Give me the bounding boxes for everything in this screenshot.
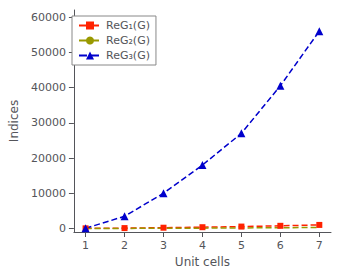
svg-text:Unit cells: Unit cells: [175, 255, 230, 269]
svg-text:3: 3: [160, 239, 167, 252]
svg-text:20000: 20000: [31, 152, 66, 165]
svg-text:ReG₃(G): ReG₃(G): [106, 49, 150, 62]
svg-text:2: 2: [121, 239, 128, 252]
svg-text:6: 6: [277, 239, 284, 252]
svg-text:Indices: Indices: [7, 100, 21, 142]
svg-text:5: 5: [238, 239, 245, 252]
svg-text:ReG₁(G): ReG₁(G): [106, 19, 150, 32]
svg-text:0: 0: [59, 222, 66, 235]
svg-text:1: 1: [82, 239, 89, 252]
svg-text:ReG₂(G): ReG₂(G): [106, 34, 150, 47]
svg-text:10000: 10000: [31, 187, 66, 200]
svg-text:60000: 60000: [31, 11, 66, 24]
svg-text:50000: 50000: [31, 46, 66, 59]
svg-text:7: 7: [316, 239, 323, 252]
svg-text:30000: 30000: [31, 116, 66, 129]
svg-text:40000: 40000: [31, 81, 66, 94]
svg-text:4: 4: [199, 239, 206, 252]
